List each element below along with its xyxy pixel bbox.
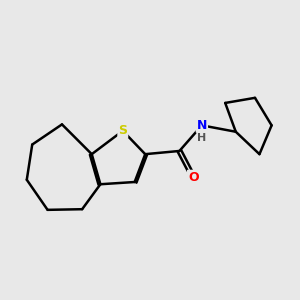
Text: N: N [197, 119, 207, 132]
Text: S: S [118, 124, 127, 137]
Text: O: O [188, 171, 199, 184]
Text: H: H [197, 133, 206, 142]
